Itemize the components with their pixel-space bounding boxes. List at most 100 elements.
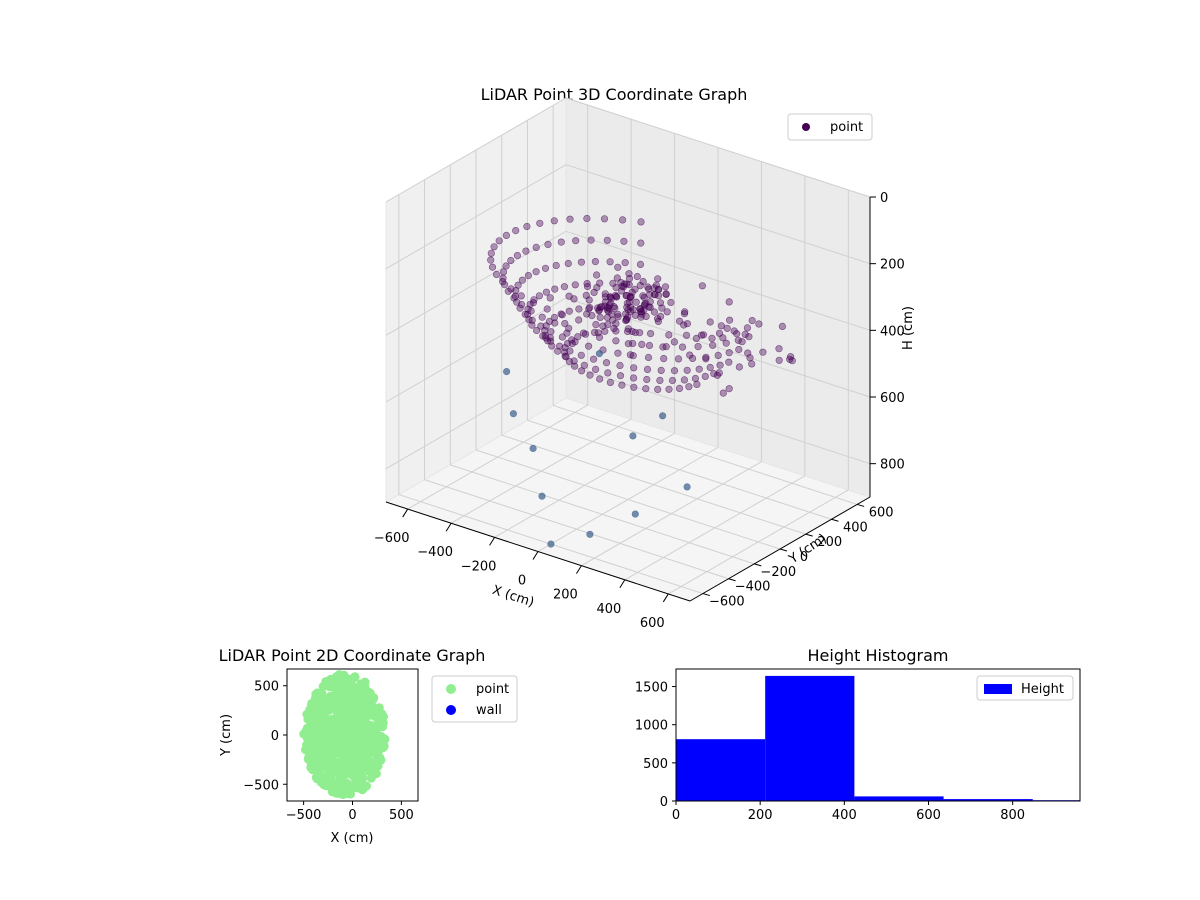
chart-2d-legend-wall-label: wall (476, 703, 502, 718)
chart-3d-point (595, 350, 604, 358)
chart-3d-point (542, 288, 551, 296)
chart-2d-point (344, 742, 354, 752)
chart-3d-point (681, 308, 689, 316)
chart-2d-points (299, 670, 390, 800)
chart-3d-y-tick-label: −400 (735, 580, 771, 595)
chart-3d-point (603, 306, 612, 314)
chart-3d-point (537, 322, 545, 330)
chart-3d-point (548, 342, 556, 350)
chart-3d-point (529, 444, 537, 453)
chart-3d-point (661, 283, 670, 291)
chart-3d-point (586, 371, 594, 379)
chart-3d-point (570, 295, 578, 303)
chart-3d-point (592, 271, 601, 279)
chart-3d-point (507, 256, 515, 265)
chart-2d-point (345, 785, 355, 795)
chart-3d-y-tick (702, 593, 710, 597)
chart-3d-x-tick-label: −400 (417, 545, 453, 560)
chart-3d-point (604, 321, 612, 329)
chart-3d-point (688, 354, 697, 363)
chart-2d-point (354, 703, 364, 713)
chart-2d-point (328, 679, 338, 689)
chart-2d-point (343, 688, 353, 698)
chart-3d-point (560, 283, 569, 291)
chart-3d-point (725, 298, 733, 306)
chart-3d-point (638, 340, 646, 349)
chart-2d-point (328, 722, 338, 732)
chart-3d-x-tick-label: −200 (461, 559, 497, 574)
chart-3d-point (675, 317, 684, 325)
chart-3d-point (509, 410, 518, 418)
chart-3d-point (577, 258, 586, 266)
chart-3d-point (495, 237, 503, 245)
chart-3d-point (734, 336, 742, 344)
chart-3d-point (725, 385, 733, 393)
chart-3d-point (645, 341, 654, 350)
chart-3d-point (499, 274, 507, 282)
chart-3d-point (670, 338, 679, 346)
chart-3d-point (706, 318, 714, 326)
chart-3d-point (685, 383, 693, 391)
chart-3d-point (574, 333, 582, 341)
chart-3d-z-tick-label: 0 (880, 191, 888, 206)
chart-3d-point (616, 361, 624, 370)
chart-3d-point (654, 385, 662, 394)
chart-3d-point (642, 312, 650, 321)
chart-3d-point (748, 317, 756, 325)
chart-3d-points (487, 214, 796, 548)
histogram-bar (765, 675, 855, 801)
chart-3d-axes: −600−600−400−400−200 −2000020020040040060… (374, 191, 905, 631)
chart-3d-point (626, 351, 635, 359)
chart-3d-point (538, 313, 546, 321)
chart-3d-legend-box (787, 113, 873, 141)
chart-2d-y-tick-label: 500 (254, 680, 279, 695)
chart-3d-point (701, 372, 709, 381)
chart-3d-zlabel: H (cm) (901, 306, 916, 350)
chart-3d-point (543, 305, 551, 313)
chart-3d-point (622, 291, 631, 300)
chart-3d-point (706, 363, 714, 372)
chart-3d-point (662, 290, 670, 299)
chart-3d-point (513, 298, 521, 306)
chart-3d-point (583, 310, 591, 318)
chart-3d-point (697, 331, 706, 339)
chart-3d-point (565, 307, 573, 315)
chart-3d-y-tick (754, 563, 762, 567)
chart-3d-x-tick (662, 593, 669, 603)
chart-2d-point (331, 690, 341, 700)
histogram-x-tick-label: 600 (916, 808, 941, 823)
chart-3d-point (643, 375, 651, 384)
chart-2d-point (325, 753, 335, 763)
chart-3d-point (577, 351, 585, 359)
chart-2d-point (354, 719, 364, 729)
chart-3d-point (786, 353, 795, 361)
chart-2d-legend: point wall (431, 675, 518, 723)
chart-3d-point (499, 268, 508, 276)
chart-3d-gridline (668, 489, 849, 595)
chart-3d-x-tick (532, 551, 539, 560)
histogram-legend: Height (976, 675, 1074, 701)
chart-3d-point (614, 263, 622, 271)
chart-3d-point (633, 272, 641, 281)
chart-3d-y-tick (728, 578, 736, 582)
histogram-x-tick-label: 200 (748, 808, 773, 823)
chart-3d-z-tick-label: 600 (880, 391, 905, 406)
chart-3d-point (638, 310, 646, 318)
chart-2d-point (375, 739, 385, 749)
chart-3d-point (683, 483, 691, 491)
chart-3d-point (502, 231, 511, 239)
chart-3d-point (566, 215, 574, 223)
chart-3d-point (716, 361, 724, 369)
chart-3d-point (632, 298, 640, 306)
chart-3d-point (719, 334, 727, 342)
chart-3d-point (680, 376, 689, 384)
chart-3d-legend-marker (802, 123, 810, 131)
chart-2d-point (318, 715, 327, 725)
chart-2d-point (321, 760, 330, 770)
chart-3d-point (725, 358, 733, 366)
chart-2d-title: LiDAR Point 2D Coordinate Graph (219, 646, 486, 665)
chart-3d-point (683, 320, 692, 328)
chart-3d-point (541, 264, 550, 272)
chart-3d-legend: point (787, 113, 873, 141)
